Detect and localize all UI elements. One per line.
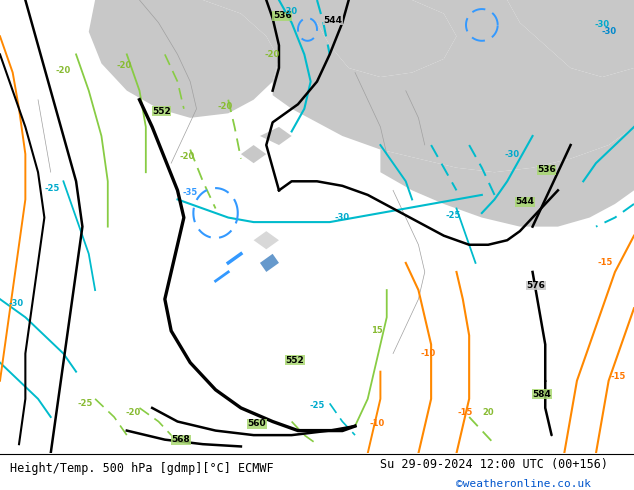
Text: -25: -25 <box>446 211 461 220</box>
Text: -30: -30 <box>8 299 23 308</box>
Text: -25: -25 <box>44 184 60 193</box>
Text: -20: -20 <box>126 408 141 417</box>
Text: -30: -30 <box>505 149 520 159</box>
Text: 536: 536 <box>537 166 556 174</box>
Text: 20: 20 <box>482 408 494 417</box>
Text: 536: 536 <box>273 11 292 21</box>
Text: -20: -20 <box>56 66 71 75</box>
Text: -10: -10 <box>420 349 436 358</box>
Text: -20: -20 <box>179 152 195 161</box>
Text: 15: 15 <box>372 326 383 335</box>
Text: Height/Temp. 500 hPa [gdmp][°C] ECMWF: Height/Temp. 500 hPa [gdmp][°C] ECMWF <box>10 462 273 475</box>
Text: 552: 552 <box>285 356 304 365</box>
Text: -25: -25 <box>78 399 93 408</box>
Text: 568: 568 <box>171 435 190 444</box>
Text: 544: 544 <box>515 197 534 206</box>
Text: -30: -30 <box>601 27 616 36</box>
Text: -35: -35 <box>183 188 198 197</box>
Text: -15: -15 <box>598 258 613 268</box>
Text: 552: 552 <box>152 106 171 116</box>
Text: -20: -20 <box>217 102 233 111</box>
Polygon shape <box>380 127 634 226</box>
Text: -15: -15 <box>458 408 473 417</box>
Text: -30: -30 <box>335 213 350 222</box>
Polygon shape <box>254 231 279 249</box>
Text: -30: -30 <box>283 7 298 16</box>
Polygon shape <box>260 127 292 145</box>
Polygon shape <box>241 145 266 163</box>
Polygon shape <box>495 0 634 77</box>
Text: -20: -20 <box>265 50 280 59</box>
Text: 560: 560 <box>247 419 266 428</box>
Polygon shape <box>317 0 456 77</box>
Polygon shape <box>203 0 634 172</box>
Text: -20: -20 <box>116 61 131 70</box>
Text: ©weatheronline.co.uk: ©weatheronline.co.uk <box>456 480 592 490</box>
Polygon shape <box>260 254 279 272</box>
Text: 584: 584 <box>533 390 552 399</box>
Text: -25: -25 <box>309 401 325 410</box>
Text: -15: -15 <box>611 372 626 381</box>
Text: 544: 544 <box>323 16 342 25</box>
Text: Su 29-09-2024 12:00 UTC (00+156): Su 29-09-2024 12:00 UTC (00+156) <box>380 458 609 471</box>
Polygon shape <box>89 0 279 118</box>
Text: -30: -30 <box>595 21 610 29</box>
Text: -10: -10 <box>370 419 385 428</box>
Text: 576: 576 <box>526 281 545 290</box>
